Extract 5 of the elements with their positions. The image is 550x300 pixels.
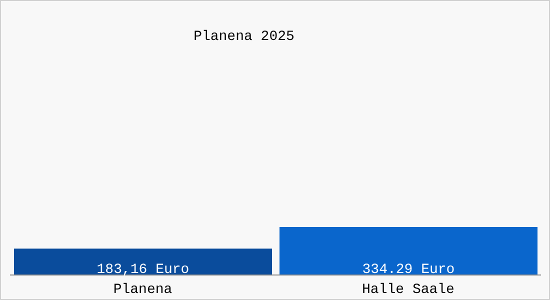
x-tick-label: Planena: [113, 282, 172, 298]
data-label: 334.29 Euro: [362, 262, 455, 278]
x-tick-label: Halle Saale: [362, 282, 454, 298]
data-label: 183,16 Euro: [96, 262, 190, 278]
chart-title: Planena 2025: [192, 29, 296, 45]
